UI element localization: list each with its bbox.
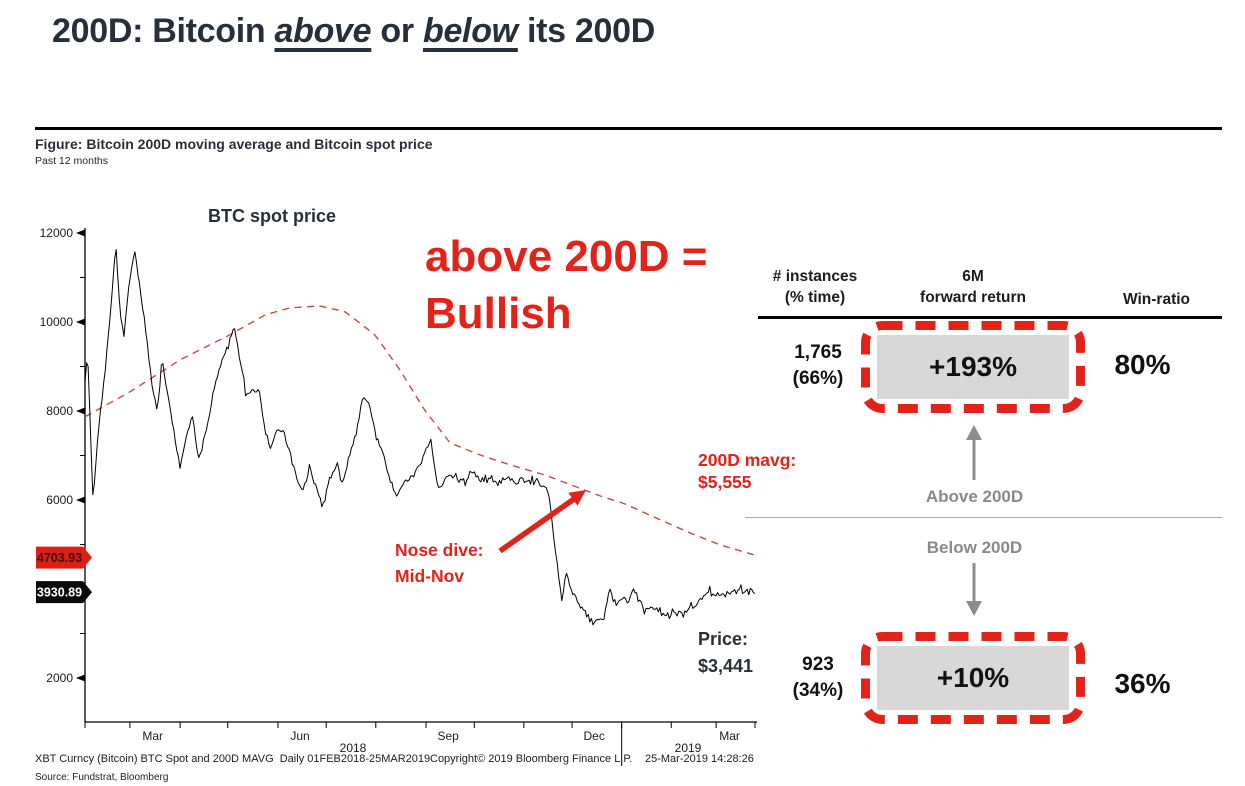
header-return-line2: forward return [920,289,1026,306]
below-return-box: +10% [860,631,1086,725]
figure-subcaption: Past 12 months [35,155,108,167]
title-part1: 200D: Bitcoin [52,12,275,50]
price-line2: $3,441 [698,656,754,676]
mavg-annotation: 200D mavg: $5,555 [698,449,796,493]
header-instances-line1: # instances [772,268,858,285]
title-above-emph: above [274,12,372,50]
bullish-line1: above 200D = [425,232,708,281]
bloomberg-footer-left: XBT Curncy (Bitcoin) BTC Spot and 200D M… [35,753,431,765]
above-return-box: +193% [860,320,1086,414]
source-note: Source: Fundstrat, Bloomberg [35,772,169,783]
y-tick-arrow [76,674,85,682]
above-instances-value: 1,765 [794,342,842,363]
up-arrow-icon [966,425,982,480]
x-axis-month-label: Mar [719,729,740,743]
header-underline-rule [758,316,1222,319]
below-win-ratio: 36% [1114,668,1171,699]
column-header-win-ratio: Win-ratio [1122,291,1191,308]
y-axis-label: 10000 [40,315,74,329]
y-tick-arrow [76,407,85,415]
title-below-emph: below [422,12,518,50]
mavg-line1: 200D mavg: [698,450,797,470]
above-instances-pct: (66%) [792,368,844,389]
page-title: 200D: Bitcoin above or below its 200D [52,12,655,51]
red-dashed-border [861,632,1085,724]
above-return-value: +193% [929,351,1017,382]
above-below-divider-rule [745,517,1222,518]
y-axis-label: 12000 [40,226,74,240]
below-200d-label: Below 200D [926,538,1023,557]
price-line1: Price: [698,629,749,649]
header-instances-line2: (% time) [784,289,846,306]
y-axis-label: 6000 [46,493,73,507]
bloomberg-footer-copyright: Copyright© 2019 Bloomberg Finance L.P. [430,753,633,765]
y-tick-arrow [76,496,85,504]
column-header-forward-return: 6M forward return [898,266,1048,308]
mavg-line2: $5,555 [698,472,752,492]
bullish-line2: Bullish [425,289,572,338]
nosedive-line2: Mid-Nov [395,566,465,586]
title-divider-rule [35,127,1222,130]
title-part3: its 200D [517,12,655,50]
chart-title: BTC spot price [207,206,336,226]
header-return-line1: 6M [962,268,984,285]
axis-price-badge-label: 4703.93 [37,551,82,565]
nosedive-arrow [498,490,586,554]
title-part2: or [371,12,423,50]
below-instances-pct: (34%) [792,680,844,701]
below-instances-value: 923 [802,654,834,675]
axis-price-badge-label: 3930.89 [37,586,82,600]
x-axis-month-label: Mar [142,729,163,743]
red-dashed-border [861,321,1085,413]
x-axis-month-label: Dec [584,729,605,743]
spot-price-annotation: Price: $3,441 [698,626,753,680]
y-axis-label: 2000 [46,671,73,685]
bloomberg-footer-timestamp: 25-Mar-2019 14:28:26 [645,753,754,765]
x-axis-month-label: Jun [290,729,309,743]
above-200d-label: Above 200D [925,487,1024,506]
gray-fill [877,335,1069,399]
column-header-instances: # instances (% time) [755,266,875,308]
x-axis-month-label: Sep [437,729,459,743]
below-instances-cell: 923 (34%) [758,652,878,704]
axis-price-badge: 4703.93 [36,546,92,569]
bullish-annotation: above 200D = Bullish [425,228,708,342]
gray-fill [877,646,1069,710]
y-tick-arrow [76,318,85,326]
below-return-value: +10% [936,662,1010,693]
nosedive-annotation: Nose dive: Mid-Nov [395,537,484,589]
mavg-200d-series-line [84,305,756,556]
figure-caption: Figure: Bitcoin 200D moving average and … [35,136,433,152]
down-arrow-icon [966,563,982,616]
above-instances-cell: 1,765 (66%) [758,340,878,392]
y-tick-arrow [76,229,85,237]
above-win-ratio: 80% [1114,349,1171,380]
axis-price-badge: 3930.89 [36,581,92,604]
y-axis-label: 8000 [46,404,73,418]
nosedive-line1: Nose dive: [395,540,484,560]
